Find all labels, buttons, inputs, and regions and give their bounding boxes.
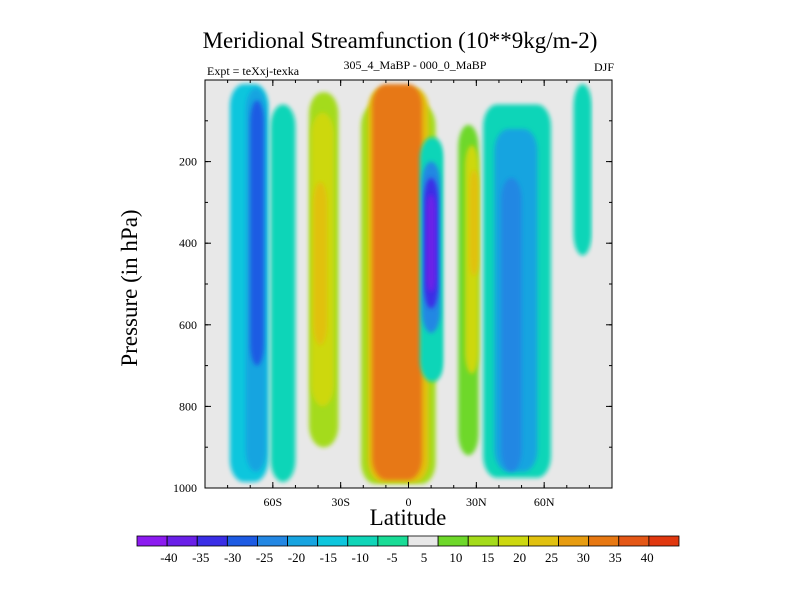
colorbar-label-7: -5 [387,550,398,565]
y-tick-label-4: 1000 [173,481,197,495]
contour-band-7 [313,182,328,346]
period-label: 305_4_MaBP - 000_0_MaBP [343,58,487,72]
season-label: DJF [593,60,614,74]
colorbar-swatch-13 [528,535,559,547]
contour-field [229,84,601,484]
colorbar-label-15: 40 [641,550,654,565]
y-tick-label-0: 200 [179,155,197,169]
colorbar-label-5: -15 [320,550,337,565]
colorbar-swatch-1 [166,535,198,547]
colorbar-label-1: -35 [192,550,209,565]
x-tick-label-4: 60N [534,495,555,509]
contour-band-18 [469,169,479,276]
colorbar-swatch-2 [196,535,228,547]
colorbar-label-12: 25 [545,550,558,565]
colorbar-swatch-10 [437,535,469,547]
colorbar-label-13: 30 [577,550,590,565]
colorbar-swatch-14 [558,535,590,547]
colorbar-swatch-7 [347,535,379,547]
contour-band-10 [372,84,423,480]
axes: 60S 30S 0 30N 60N 200 400 600 800 1000 [173,80,612,509]
contour-band-14 [426,194,436,293]
colorbar-swatch-16 [618,535,650,547]
colorbar: -40 -35 -30 -25 -20 -15 -10 -5 5 10 15 20 25 30 35 40 [136,535,680,565]
x-axis-label: Latitude [369,505,447,530]
contour-band-23 [593,84,601,374]
x-tick-label-2: 0 [406,495,412,509]
colorbar-swatch-8 [377,535,409,547]
colorbar-label-8: 5 [421,550,428,565]
colorbar-label-14: 35 [609,550,622,565]
colorbar-swatch-9 [407,535,439,547]
colorbar-swatch-0 [136,535,168,547]
colorbar-swatch-6 [317,535,349,547]
y-tick-label-1: 400 [179,236,197,250]
colorbar-swatch-15 [588,535,620,547]
colorbar-label-3: -25 [256,550,273,565]
x-tick-label-0: 60S [263,495,282,509]
chart-title: Meridional Streamfunction (10**9kg/m-2) [202,28,598,53]
contour-band-21 [501,177,522,472]
colorbar-swatch-11 [467,535,499,547]
x-tick-label-1: 30S [331,495,350,509]
colorbar-label-10: 15 [481,550,494,565]
y-tick-label-3: 800 [179,399,197,413]
colorbar-label-6: -10 [352,550,369,565]
contour-band-3 [270,104,296,482]
colorbar-label-9: 10 [449,550,462,565]
colorbar-swatch-12 [497,535,529,547]
colorbar-swatch-17 [648,535,680,547]
colorbar-swatch-4 [257,535,288,547]
colorbar-label-0: -40 [160,550,177,565]
contour-band-2 [250,100,264,366]
x-tick-label-3: 30N [466,495,487,509]
colorbar-label-4: -20 [288,550,305,565]
contour-band-22 [573,84,592,256]
colorbar-swatch-5 [287,535,319,547]
y-tick-label-2: 600 [179,318,197,332]
colorbar-swatch-3 [226,535,258,547]
colorbar-label-2: -30 [224,550,241,565]
experiment-label: Expt = teXxj-texka [207,64,300,78]
colorbar-label-11: 20 [513,550,526,565]
